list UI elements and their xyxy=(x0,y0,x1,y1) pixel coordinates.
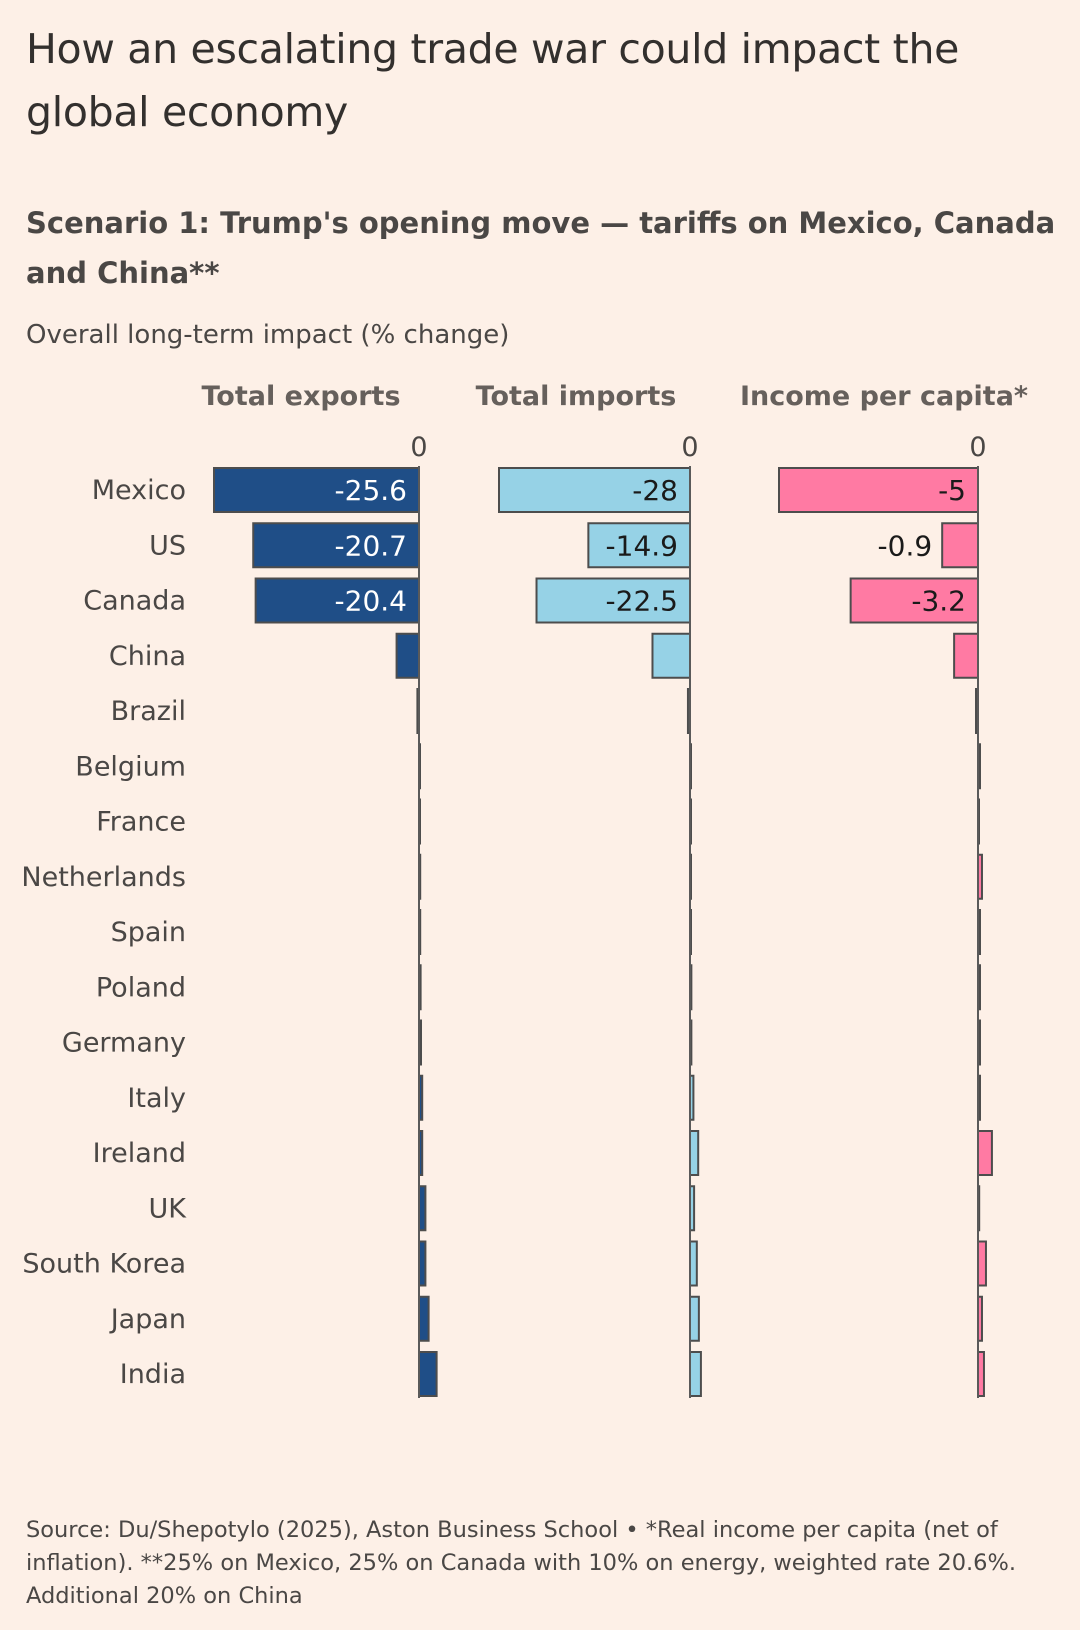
category-label: Germany xyxy=(62,1028,186,1059)
bar xyxy=(689,1295,700,1342)
category-label: Japan xyxy=(109,1304,186,1335)
bar xyxy=(587,522,691,569)
category-label: Spain xyxy=(111,917,186,948)
data-label: -3.2 xyxy=(911,585,966,618)
bar-chart: Mexico US Canada China Brazil Belgium France Ne… xyxy=(21,381,1028,1398)
category-label: France xyxy=(96,807,186,838)
category-label: Poland xyxy=(96,972,186,1003)
zero-tick-label: 0 xyxy=(969,432,986,463)
category-label: Ireland xyxy=(93,1138,186,1169)
bar xyxy=(395,632,420,679)
bar xyxy=(849,577,980,624)
source-note: Source: Du/Shepotylo (2025), Aston Busin… xyxy=(26,1517,1017,1609)
bar xyxy=(977,1240,987,1287)
category-label: Italy xyxy=(127,1083,186,1114)
category-label: Canada xyxy=(83,586,186,617)
category-label: UK xyxy=(149,1193,188,1224)
bar xyxy=(418,1351,438,1397)
category-label: South Korea xyxy=(22,1249,186,1280)
zero-tick-label: 0 xyxy=(681,432,698,463)
bar xyxy=(689,1130,700,1176)
data-label: -20.4 xyxy=(335,585,407,618)
data-label: -22.5 xyxy=(606,585,678,618)
bar xyxy=(941,522,979,569)
data-label: -0.9 xyxy=(878,529,933,562)
bar xyxy=(418,1295,430,1342)
series-header: Total imports xyxy=(476,381,677,412)
bar xyxy=(498,467,691,513)
bar xyxy=(651,632,691,679)
category-label: Mexico xyxy=(92,475,186,506)
data-label: -25.6 xyxy=(335,474,407,507)
category-label: Netherlands xyxy=(21,862,186,893)
measure-label: Overall long-term impact (% change) xyxy=(26,320,510,350)
bar xyxy=(953,632,979,679)
chart-title: How an escalating trade war could impact… xyxy=(26,25,960,136)
data-label: -20.7 xyxy=(335,529,407,562)
category-label: US xyxy=(149,530,186,561)
category-label: Belgium xyxy=(75,751,186,782)
bar xyxy=(252,522,420,569)
zero-tick-label: 0 xyxy=(410,432,427,463)
data-label: -5 xyxy=(938,474,966,507)
data-label: -28 xyxy=(632,474,678,507)
series-header: Income per capita* xyxy=(740,381,1028,412)
data-label: -14.9 xyxy=(606,529,678,562)
bar xyxy=(213,467,420,513)
bar xyxy=(535,577,692,624)
category-label: India xyxy=(120,1359,186,1390)
bar xyxy=(977,1130,993,1176)
series-header: Total exports xyxy=(201,381,400,412)
bar xyxy=(689,1351,702,1397)
bar xyxy=(689,1240,698,1287)
category-label: Brazil xyxy=(111,696,186,727)
chart-subtitle: Scenario 1: Trump's opening move — tarif… xyxy=(26,206,1056,290)
category-label: China xyxy=(109,641,186,672)
bar xyxy=(254,577,420,624)
